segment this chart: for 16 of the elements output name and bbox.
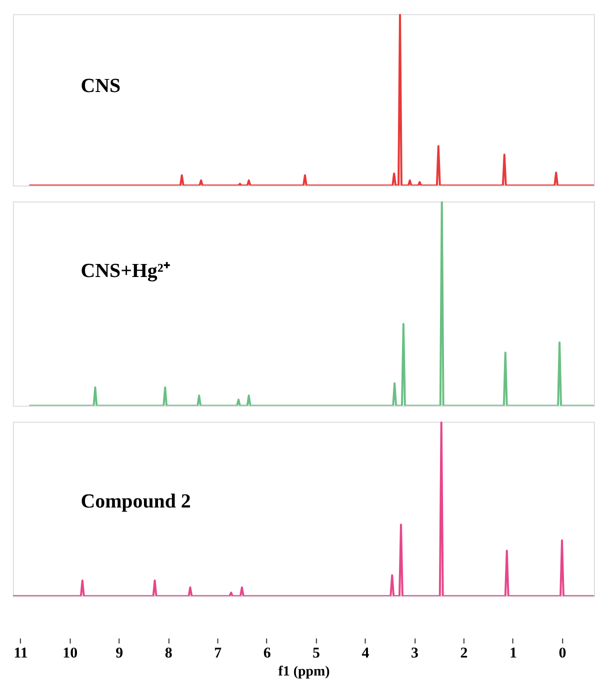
x-axis-title: f1 (ppm)	[278, 664, 330, 680]
x-tick-label: 2	[460, 645, 468, 662]
x-tick-label: 7	[214, 645, 222, 662]
x-tick-label: 0	[558, 645, 566, 662]
text: CNS+Hg²⁺	[80, 260, 170, 282]
text: CNS	[80, 74, 121, 97]
x-tick-label: 1	[510, 645, 517, 662]
x-tick-label: 5	[312, 645, 320, 662]
x-tick-label: 6	[263, 645, 272, 662]
x-tick-label: 4	[362, 645, 370, 662]
x-tick-label: 10	[62, 645, 78, 662]
x-tick-label: 11	[14, 645, 28, 662]
x-tick-label: 9	[116, 645, 124, 662]
x-tick-label: 3	[411, 645, 419, 662]
x-tick-label: 8	[164, 645, 172, 662]
text: Compound 2	[80, 490, 191, 512]
